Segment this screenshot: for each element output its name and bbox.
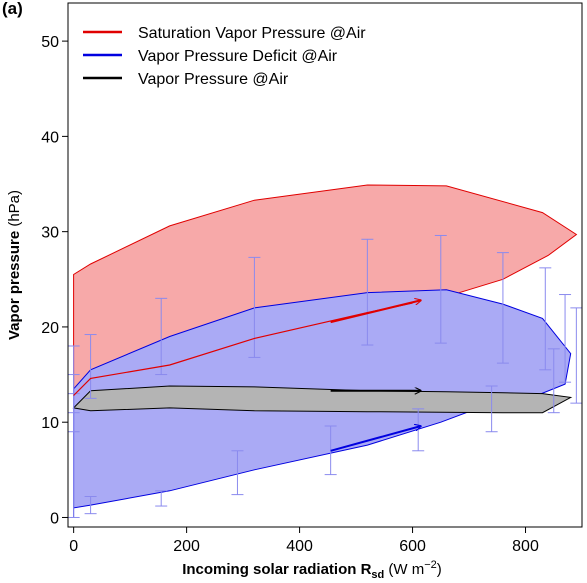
error-bar bbox=[485, 385, 498, 433]
error-bar bbox=[547, 348, 560, 414]
error-bar bbox=[361, 238, 374, 346]
x-axis-label-main: Incoming solar radiation R bbox=[182, 561, 371, 578]
y-tick-label: 0 bbox=[50, 510, 59, 527]
envelope-series-2 bbox=[72, 385, 573, 414]
x-tick-label: 800 bbox=[512, 538, 539, 555]
error-bar bbox=[559, 294, 572, 383]
y-tick-label: 30 bbox=[41, 225, 59, 242]
y-axis-label-unit: (hPa) bbox=[6, 190, 23, 231]
x-axis-label-unit: (W m bbox=[384, 561, 424, 578]
legend: Saturation Vapor Pressure @Air Vapor Pres… bbox=[83, 25, 366, 88]
trend-arrow-series-1 bbox=[330, 426, 421, 452]
plot-frame bbox=[67, 2, 583, 528]
error-bar bbox=[231, 450, 244, 496]
panel-label: (a) bbox=[2, 0, 23, 18]
error-bar bbox=[496, 252, 509, 364]
error-bar bbox=[84, 334, 97, 399]
y-axis-label: Vapor pressure (hPa) bbox=[6, 190, 23, 340]
y-tick-label: 50 bbox=[41, 34, 59, 51]
x-tick-label: 200 bbox=[173, 538, 200, 555]
y-tick-label: 20 bbox=[41, 320, 59, 337]
error-bar bbox=[155, 490, 168, 507]
error-bar bbox=[67, 374, 80, 433]
error-bar bbox=[570, 307, 583, 404]
legend-entry-label: Vapor Pressure Deficit @Air bbox=[138, 48, 338, 65]
error-bar bbox=[84, 496, 97, 515]
error-bar bbox=[434, 234, 447, 344]
x-axis-label: Incoming solar radiation Rsd (W m−2) bbox=[182, 559, 442, 581]
y-axis-label-main: Vapor pressure bbox=[6, 231, 23, 340]
axes: 0 200 400 600 800 0 10 20 30 40 50 bbox=[41, 34, 539, 555]
x-tick-label: 0 bbox=[69, 538, 78, 555]
legend-entry-label: Vapor Pressure @Air bbox=[138, 71, 289, 88]
x-tick-label: 600 bbox=[399, 538, 426, 555]
x-axis-label-sub: sd bbox=[371, 569, 384, 581]
x-axis-label-unit-close: ) bbox=[437, 561, 442, 578]
plot-area bbox=[67, 184, 583, 518]
trend-arrow-series-0 bbox=[330, 300, 421, 324]
error-bar bbox=[155, 297, 168, 376]
legend-entry-label: Saturation Vapor Pressure @Air bbox=[138, 25, 366, 42]
error-bar bbox=[539, 267, 552, 371]
y-tick-label: 10 bbox=[41, 415, 59, 432]
x-axis-label-unit-sup: −2 bbox=[424, 559, 437, 571]
y-tick-label: 40 bbox=[41, 129, 59, 146]
error-bar bbox=[248, 256, 261, 358]
x-tick-label: 400 bbox=[286, 538, 313, 555]
